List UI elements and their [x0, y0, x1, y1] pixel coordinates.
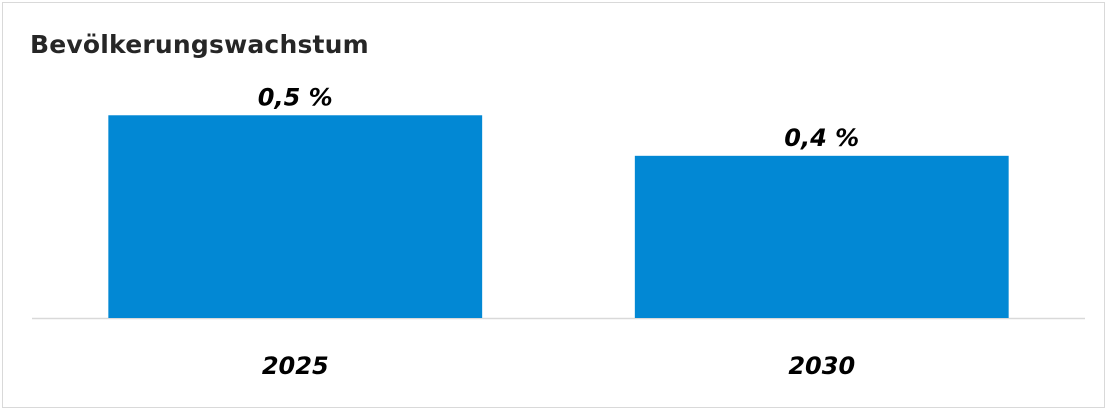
data-label-2030: 0,4 % — [784, 124, 859, 152]
x-tick-label-2025: 2025 — [262, 352, 329, 380]
x-tick-label-2030: 2030 — [788, 352, 855, 380]
bar-2030 — [635, 156, 1009, 318]
bar-2025 — [108, 115, 482, 318]
data-label-2025: 0,5 % — [258, 83, 333, 111]
